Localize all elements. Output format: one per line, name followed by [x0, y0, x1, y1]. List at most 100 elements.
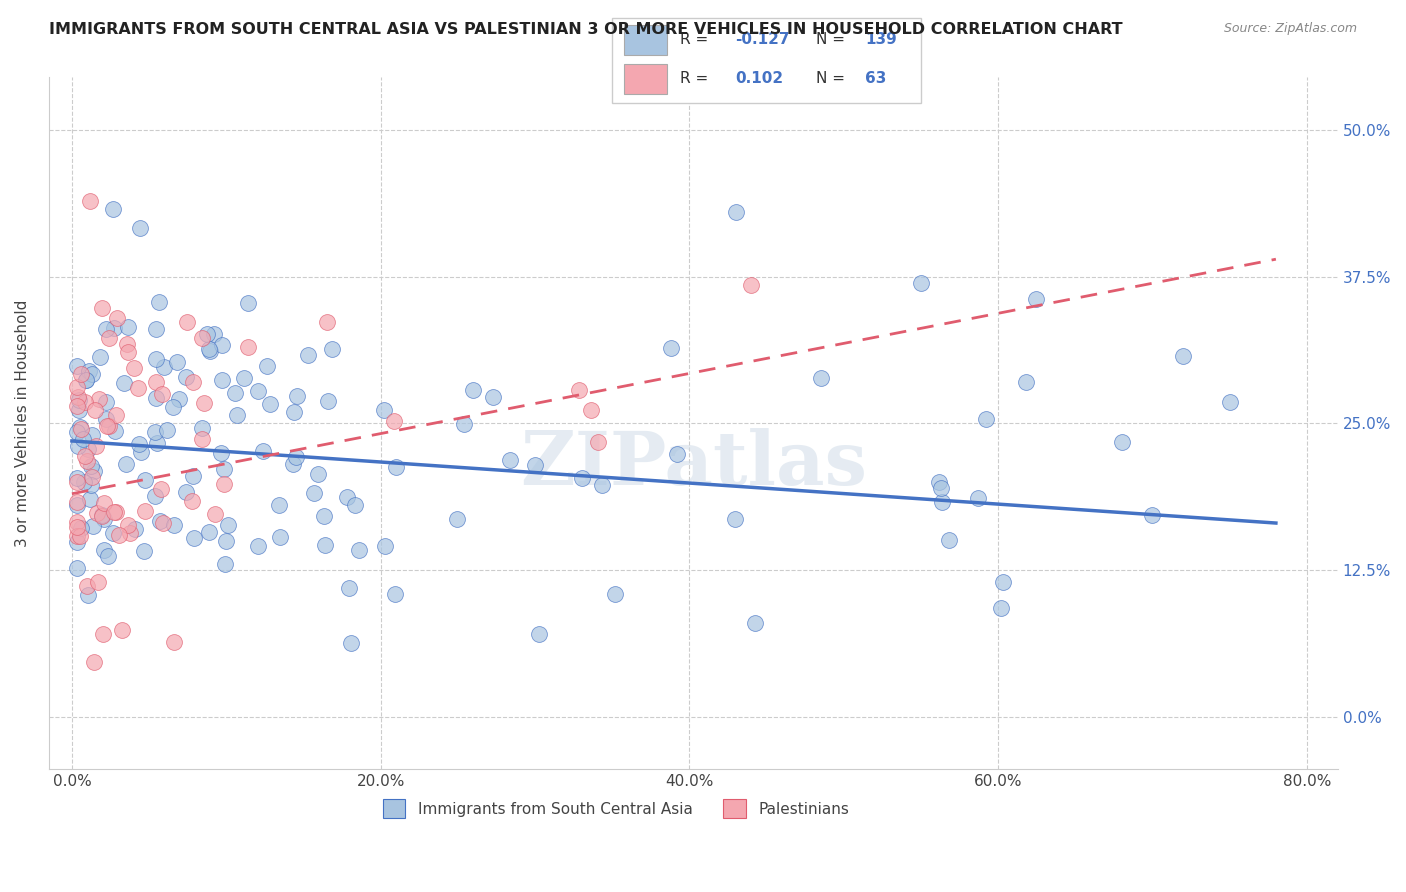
Point [67, 403, 90, 417]
Point [236, 340, 259, 354]
Point [76, 588, 98, 602]
Point [176, 315, 198, 329]
Point [80, 459, 103, 474]
Point [134, 544, 156, 558]
Point [591, 477, 613, 491]
Point [724, 205, 747, 219]
Point [69, 420, 91, 434]
Point [66, 391, 89, 405]
Point [499, 452, 522, 467]
Point [73, 475, 96, 489]
Point [191, 433, 214, 447]
Point [65, 560, 87, 574]
Point [659, 341, 682, 355]
Point [217, 517, 239, 532]
Point [117, 518, 139, 533]
Point [82, 470, 104, 484]
Point [117, 319, 139, 334]
Point [259, 397, 281, 411]
Text: N =: N = [815, 32, 845, 47]
Point [236, 296, 259, 310]
Point [101, 526, 124, 541]
Point [297, 348, 319, 362]
Point [181, 376, 204, 390]
Point [1219, 394, 1241, 409]
Point [336, 490, 359, 504]
Point [337, 582, 360, 596]
Point [87, 392, 110, 406]
Point [150, 482, 173, 496]
Point [101, 202, 124, 216]
Point [79, 478, 101, 492]
Point [65, 425, 87, 439]
Point [115, 336, 138, 351]
Point [214, 461, 236, 475]
Point [128, 220, 150, 235]
Point [1111, 434, 1133, 449]
Point [285, 389, 308, 403]
Point [527, 627, 550, 641]
Point [87, 575, 110, 590]
Point [104, 505, 127, 519]
Point [197, 343, 219, 357]
Text: Source: ZipAtlas.com: Source: ZipAtlas.com [1223, 22, 1357, 36]
Point [226, 409, 249, 423]
Point [128, 437, 150, 451]
Point [256, 359, 278, 373]
Point [150, 387, 173, 401]
Text: IMMIGRANTS FROM SOUTH CENTRAL ASIA VS PALESTINIAN 3 OR MORE VEHICLES IN HOUSEHOL: IMMIGRANTS FROM SOUTH CENTRAL ASIA VS PA… [49, 22, 1123, 37]
Point [65, 399, 87, 413]
Point [744, 615, 766, 630]
Point [76, 579, 98, 593]
Point [103, 321, 125, 335]
Point [69, 368, 91, 382]
Point [79, 491, 101, 506]
Point [283, 457, 305, 471]
Point [103, 505, 125, 519]
Point [122, 361, 145, 376]
Point [523, 458, 546, 473]
Point [98, 331, 121, 345]
Point [302, 485, 325, 500]
Point [224, 385, 246, 400]
FancyBboxPatch shape [612, 18, 921, 103]
Point [152, 516, 174, 531]
Text: N =: N = [815, 71, 845, 87]
Point [65, 495, 87, 509]
Point [938, 533, 960, 547]
Point [76, 454, 98, 468]
Point [385, 460, 408, 475]
Point [97, 549, 120, 564]
Point [66, 380, 89, 394]
Point [111, 623, 134, 637]
Point [269, 530, 291, 544]
Point [724, 512, 747, 526]
Point [82, 518, 104, 533]
Point [215, 534, 238, 549]
Point [86, 506, 108, 520]
Point [247, 384, 270, 398]
Point [65, 520, 87, 534]
Point [174, 370, 197, 384]
Point [463, 383, 485, 397]
Point [69, 529, 91, 543]
Point [124, 522, 146, 536]
Point [93, 512, 115, 526]
Point [605, 587, 627, 601]
Point [67, 392, 90, 407]
Point [453, 417, 475, 431]
Point [76, 442, 98, 457]
Point [129, 445, 152, 459]
Point [214, 558, 236, 572]
Point [89, 350, 111, 364]
Point [70, 521, 93, 535]
Point [118, 526, 141, 541]
Point [571, 470, 593, 484]
Point [75, 450, 97, 464]
Point [314, 538, 336, 552]
Point [112, 376, 135, 390]
Point [347, 542, 370, 557]
Point [82, 367, 104, 381]
Point [202, 326, 225, 341]
Point [1173, 350, 1195, 364]
